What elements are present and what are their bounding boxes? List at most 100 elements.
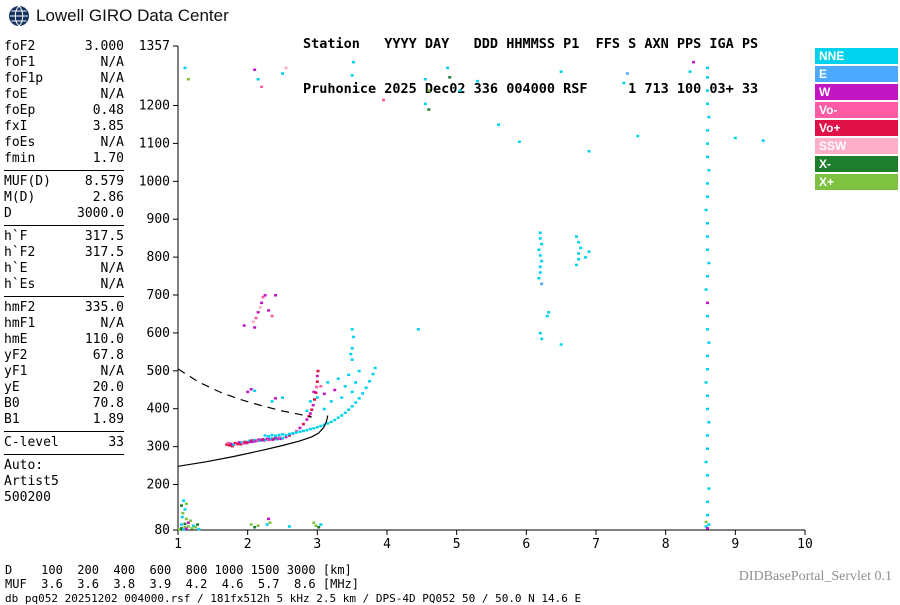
echo-point [251,440,255,443]
echo-point [352,60,356,64]
param-value: 67.8 [92,348,124,363]
echo-point [291,431,295,435]
param-label: Auto: [4,458,44,473]
echo-point [707,168,711,172]
panel-divider [4,454,124,455]
echo-point [228,444,232,447]
echo-point [311,403,315,407]
y-tick-label: 1100 [139,136,170,151]
param-value: N/A [100,71,124,86]
echo-point [249,388,253,391]
echo-point [559,70,563,73]
echo-point [314,524,318,527]
param-value: 3.000 [84,39,124,54]
param-label: D [4,206,12,221]
echo-point [312,521,316,524]
param-label: hmE [4,332,28,347]
param-row-d: D 3000.0 [4,206,124,222]
echo-point [253,326,257,329]
echo-point [317,525,321,529]
echo-point [322,407,326,411]
param-row-h-f: h`F 317.5 [4,229,124,245]
echo-point [186,525,190,528]
echo-point [182,528,186,531]
echo-point [251,320,255,324]
echo-point [368,380,372,383]
echo-point [261,295,265,299]
echo-point [305,409,309,413]
echo-point [226,441,230,445]
param-row-fmin: fmin 1.70 [4,151,124,167]
echo-point [705,354,709,358]
echo-point [322,392,326,396]
y-tick-label: 300 [147,440,170,455]
echo-point [705,500,709,504]
param-label: h`Es [4,277,36,292]
echo-point [308,427,312,431]
echo-point [517,140,521,144]
param-label: yF2 [4,348,28,363]
servlet-version-label: DIDBasePortal_Servlet 0.1 [738,569,892,584]
echo-point [354,401,358,404]
echo-point [281,396,284,399]
echo-point [446,66,450,70]
param-value: 0.48 [92,103,124,118]
echo-point [270,314,274,318]
station-header: Station YYYY DAY DDD HHMMSS P1 FFS S AXN… [303,7,758,112]
echo-point [574,263,578,267]
echo-point [281,436,284,440]
echo-point [186,77,190,81]
echo-point [239,442,243,446]
param-row-b0: B0 70.8 [4,396,124,412]
echo-point [364,386,368,389]
echo-point [361,392,365,395]
echo-point [249,523,253,526]
y-tick-label: 400 [147,402,170,417]
echo-point [574,235,578,238]
echo-point [350,328,354,331]
x-tick-label: 2 [244,537,252,552]
echo-point [258,306,262,309]
echo-point [705,447,709,451]
param-row-yf2: yF2 67.8 [4,348,124,364]
echo-point [476,79,480,83]
echo-point [277,433,281,437]
param-label: MUF(D) [4,174,51,189]
echo-point [705,142,709,145]
echo-point [705,301,709,305]
param-row-b1: B1 1.89 [4,412,124,428]
echo-point [704,525,708,528]
echo-point [177,528,181,531]
echo-point [319,384,323,388]
echo-point [538,331,542,335]
echo-point [237,441,241,444]
echo-point [236,442,240,446]
echo-point [705,367,709,371]
y-tick-label: 800 [147,250,170,265]
echo-point [352,335,356,339]
echo-point [704,381,708,384]
echo-point [281,433,284,436]
distance-row: D 100 200 400 600 800 1000 1500 3000 [km… [5,563,352,577]
legend-item-vo-plus: Vo+ [815,120,898,136]
echo-point [705,513,709,517]
param-label: foEs [4,135,36,150]
echo-point [540,282,544,286]
param-label: fxI [4,119,28,134]
param-value: 335.0 [84,300,124,315]
echo-point [270,400,274,403]
param-value: 2.86 [92,190,124,205]
param-value: 110.0 [84,332,124,347]
x-tick-label: 10 [797,537,813,552]
echo-point [704,288,708,291]
echo-point [183,508,187,511]
echo-point [540,337,544,341]
param-row-muf-d: MUF(D) 8.579 [4,174,124,190]
param-row-foes: foEs N/A [4,135,124,151]
echo-point [340,414,344,417]
echo-point [545,314,549,318]
echo-point [622,81,626,85]
param-label: foF1 [4,55,36,70]
echo-point [305,418,309,421]
echo-point [267,517,271,521]
